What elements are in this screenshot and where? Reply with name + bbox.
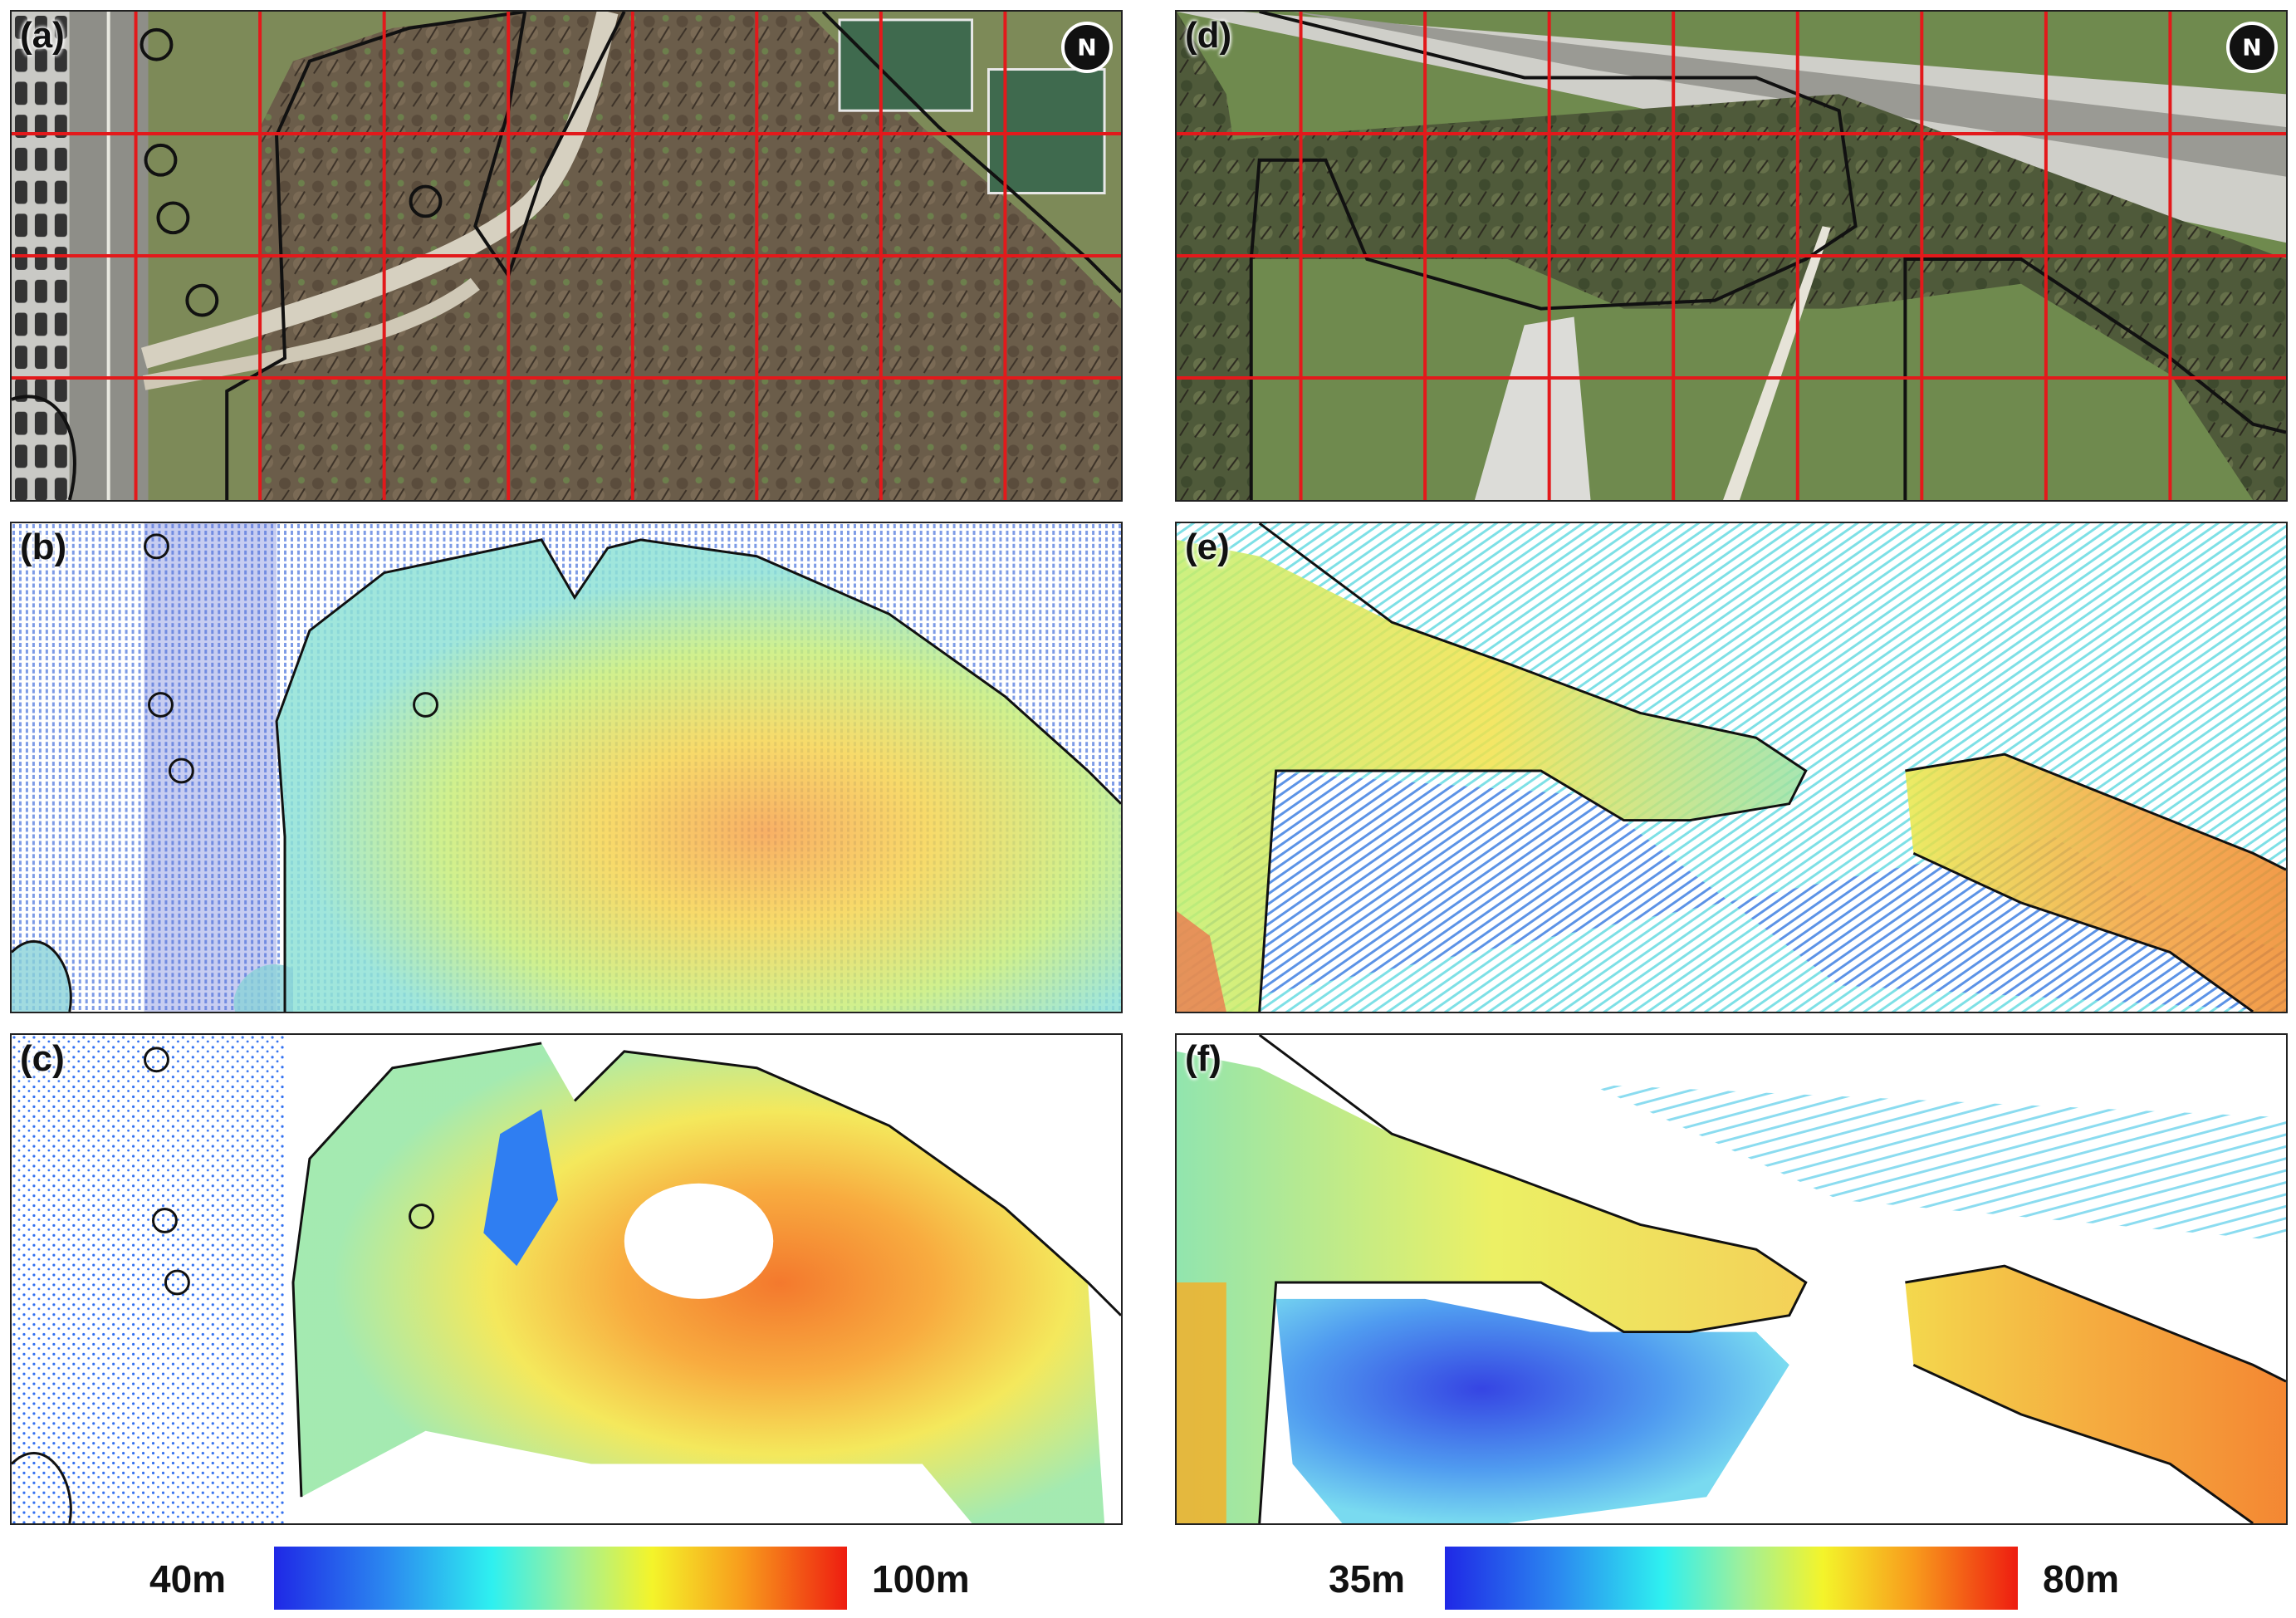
panel-e-point-cloud: (e): [1175, 522, 2288, 1013]
ground-region-f: [1275, 1298, 1789, 1523]
canopy-region-f1: [1177, 1051, 1806, 1523]
colorbar-right-gradient: [1445, 1547, 2018, 1610]
panel-b-point-cloud: (b): [10, 522, 1123, 1013]
canopy-region-f2: [1905, 1266, 2286, 1523]
canopy-region-e1: [1177, 539, 1806, 1012]
point-cloud-f: [1177, 1035, 2286, 1523]
colorbar-left-max-label: 100m: [872, 1557, 970, 1601]
aerial-image-d: [1177, 12, 2286, 500]
colorbar-left-min-label: 40m: [149, 1557, 227, 1601]
point-cloud-b: [12, 523, 1121, 1012]
panel-label-d: (d): [1185, 15, 1232, 56]
colorbar-left-gradient: [274, 1547, 847, 1610]
canopy-region-b: [277, 539, 1121, 1012]
north-arrow-icon: N: [2226, 22, 2278, 73]
panel-f-point-cloud: (f): [1175, 1033, 2288, 1525]
red-grid-d: [1177, 12, 2286, 500]
panel-label-c: (c): [20, 1038, 65, 1079]
north-arrow-glyph: N: [2242, 33, 2262, 61]
aerial-image-a: [12, 12, 1121, 500]
panel-label-a: (a): [20, 15, 65, 56]
panel-a-aerial-image: (a) N: [10, 10, 1123, 502]
colorbar-right-max-label: 80m: [2043, 1557, 2120, 1601]
panel-label-b: (b): [20, 527, 67, 567]
colorbar-right: 35m 80m: [1329, 1547, 2159, 1613]
point-cloud-e: [1177, 523, 2286, 1012]
panel-c-point-cloud: (c): [10, 1033, 1123, 1525]
panel-d-aerial-image: (d) N: [1175, 10, 2288, 502]
canopy-region-e2: [1905, 754, 2286, 1012]
north-arrow-glyph: N: [1077, 33, 1097, 61]
panel-label-f: (f): [1185, 1038, 1221, 1079]
north-arrow-icon: N: [1061, 22, 1113, 73]
point-cloud-c: [12, 1035, 1121, 1523]
red-grid-a: [12, 12, 1121, 500]
canopy-boundary-d: [1249, 12, 2286, 500]
colorbar-right-min-label: 35m: [1329, 1557, 1406, 1601]
colorbar-left: 40m 100m: [149, 1547, 996, 1613]
panel-label-e: (e): [1185, 527, 1230, 567]
